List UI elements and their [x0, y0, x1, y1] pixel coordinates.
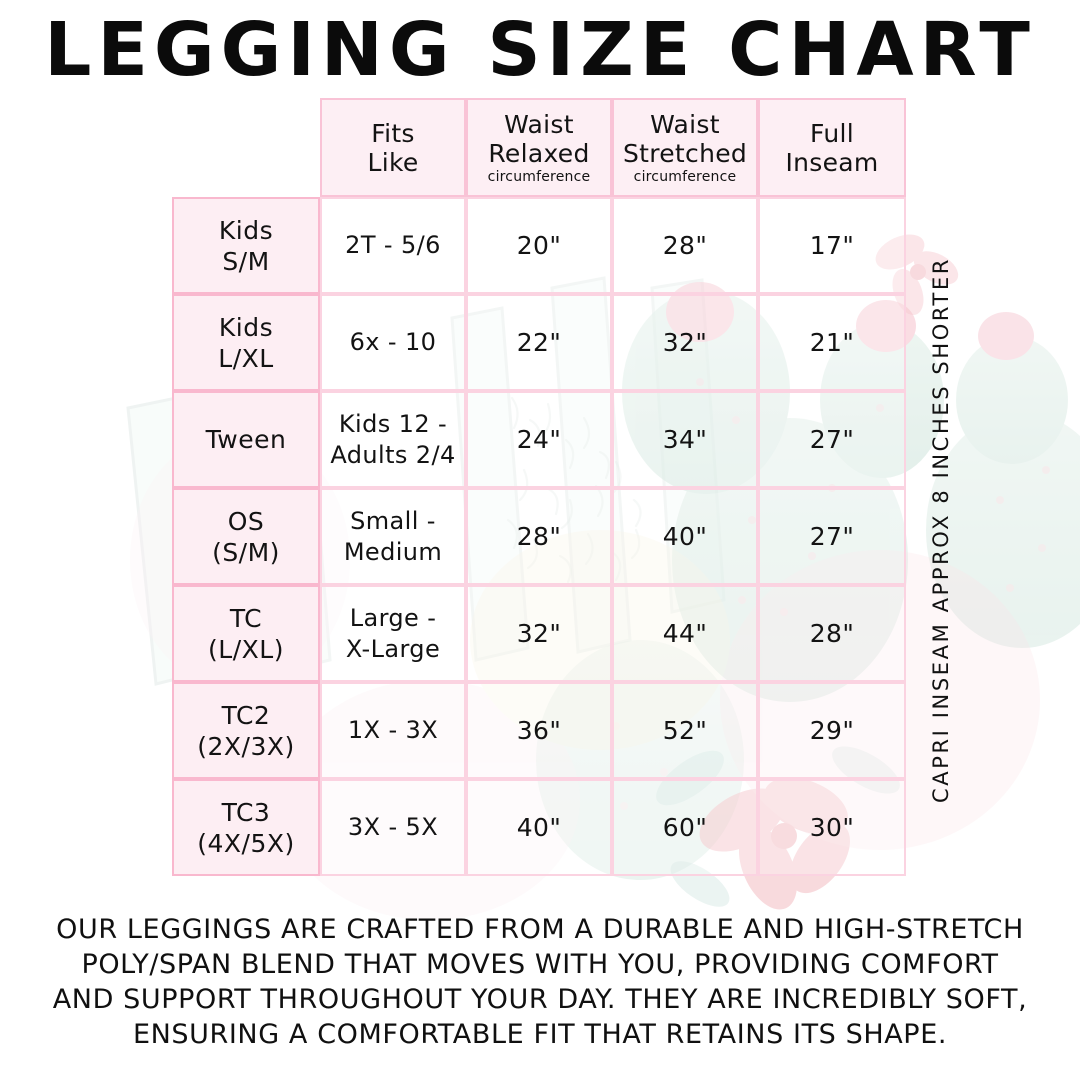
size-line-1: TC2: [221, 700, 271, 730]
footer-line-4: ENSURING A COMFORTABLE FIT THAT RETAINS …: [132, 1019, 948, 1050]
row-size-label: Kids S/M: [172, 197, 320, 294]
size-line-2: S/M: [222, 246, 270, 276]
header-subtext: circumference: [633, 168, 737, 185]
size-line-2: (S/M): [212, 537, 280, 567]
header-line-2: Like: [367, 147, 419, 177]
size-line-2: (4X/5X): [197, 828, 295, 858]
cell-waist-stretched: 60": [612, 779, 758, 876]
row-size-label: OS (S/M): [172, 488, 320, 585]
cell-fits-like: Small - Medium: [320, 488, 466, 585]
fits-line-1: 2T - 5/6: [345, 231, 441, 259]
fits-line-1: 3X - 5X: [347, 813, 439, 841]
size-line-1: Kids: [218, 312, 274, 342]
cell-waist-stretched: 34": [612, 391, 758, 488]
capri-inseam-note-text: CAPRI INSEAM APPROX 8 INCHES SHORTER: [929, 256, 954, 804]
cell-fits-like: 2T - 5/6: [320, 197, 466, 294]
fits-line-2: X-Large: [345, 634, 441, 663]
cell-waist-relaxed: 40": [466, 779, 612, 876]
table-row: TC (L/XL) Large - X-Large 32" 44" 28": [172, 585, 906, 682]
cell-fits-like: 1X - 3X: [320, 682, 466, 779]
footer-description: OUR LEGGINGS ARE CRAFTED FROM A DURABLE …: [30, 912, 1050, 1052]
cell-waist-stretched: 28": [612, 197, 758, 294]
size-line-1: TC3: [221, 797, 271, 827]
cell-fits-like: 6x - 10: [320, 294, 466, 391]
size-line-1: OS: [227, 506, 265, 536]
table-row: Kids S/M 2T - 5/6 20" 28" 17": [172, 197, 906, 294]
row-size-label: TC2 (2X/3X): [172, 682, 320, 779]
cell-waist-relaxed: 36": [466, 682, 612, 779]
cell-fits-like: Kids 12 - Adults 2/4: [320, 391, 466, 488]
page-title: LEGGING SIZE CHART: [44, 7, 1036, 93]
header-line-1: Waist: [504, 109, 574, 139]
table-body: Kids S/M 2T - 5/6 20" 28" 17" Kids L/XL 6x - 10 2…: [172, 197, 906, 876]
fits-line-1: Kids 12 -: [338, 409, 448, 438]
table-row: OS (S/M) Small - Medium 28" 40" 27": [172, 488, 906, 585]
row-size-label: Tween: [172, 391, 320, 488]
size-line-2: (2X/3X): [197, 731, 295, 761]
cell-fits-like: Large - X-Large: [320, 585, 466, 682]
header-line-1: Waist: [650, 109, 720, 139]
cell-waist-relaxed: 28": [466, 488, 612, 585]
cell-waist-relaxed: 24": [466, 391, 612, 488]
footer-line-1: OUR LEGGINGS ARE CRAFTED FROM A DURABLE …: [56, 914, 1024, 945]
cell-full-inseam: 21": [758, 294, 906, 391]
row-size-label: TC3 (4X/5X): [172, 779, 320, 876]
size-line-2: (L/XL): [208, 634, 284, 664]
cell-fits-like: 3X - 5X: [320, 779, 466, 876]
cell-waist-relaxed: 32": [466, 585, 612, 682]
size-line-1: TC: [229, 603, 263, 633]
cell-full-inseam: 29": [758, 682, 906, 779]
table-header: Fits Like Waist Relaxed circumference Wa…: [172, 98, 906, 197]
footer-line-3: AND SUPPORT THROUGHOUT YOUR DAY. THEY AR…: [52, 984, 1028, 1015]
footer-line-2: POLY/SPAN BLEND THAT MOVES WITH YOU, PRO…: [81, 949, 999, 980]
header-line-2: Inseam: [785, 147, 879, 177]
header-subtext: circumference: [487, 168, 591, 185]
size-line-1: Tween: [205, 425, 287, 454]
cell-waist-relaxed: 22": [466, 294, 612, 391]
fits-line-2: Medium: [343, 537, 443, 566]
cell-full-inseam: 27": [758, 391, 906, 488]
cell-waist-stretched: 44": [612, 585, 758, 682]
cell-full-inseam: 28": [758, 585, 906, 682]
table-row: Tween Kids 12 - Adults 2/4 24" 34" 27": [172, 391, 906, 488]
cell-waist-stretched: 32": [612, 294, 758, 391]
header-line-1: Fits: [371, 118, 415, 148]
cell-waist-stretched: 40": [612, 488, 758, 585]
cell-full-inseam: 27": [758, 488, 906, 585]
fits-line-1: Small -: [350, 506, 436, 535]
cell-full-inseam: 30": [758, 779, 906, 876]
cell-waist-stretched: 52": [612, 682, 758, 779]
size-line-1: Kids: [218, 215, 274, 245]
column-header-fits-like: Fits Like: [320, 98, 466, 197]
row-size-label: TC (L/XL): [172, 585, 320, 682]
row-size-label: Kids L/XL: [172, 294, 320, 391]
table-row: TC2 (2X/3X) 1X - 3X 36" 52" 29": [172, 682, 906, 779]
size-line-2: L/XL: [218, 343, 274, 373]
capri-inseam-note: CAPRI INSEAM APPROX 8 INCHES SHORTER: [917, 250, 965, 810]
column-header-full-inseam: Full Inseam: [758, 98, 906, 197]
fits-line-2: Adults 2/4: [330, 440, 456, 469]
fits-line-1: Large -: [349, 603, 437, 632]
column-header-waist-relaxed: Waist Relaxed circumference: [466, 98, 612, 197]
fits-line-1: 6x - 10: [349, 328, 437, 356]
header-line-2: Stretched: [622, 138, 748, 168]
table-row: Kids L/XL 6x - 10 22" 32" 21": [172, 294, 906, 391]
header-line-1: Full: [810, 118, 854, 148]
header-line-2: Relaxed: [488, 138, 590, 168]
header-row: Fits Like Waist Relaxed circumference Wa…: [172, 98, 906, 197]
fits-line-1: 1X - 3X: [347, 716, 439, 744]
cell-full-inseam: 17": [758, 197, 906, 294]
cell-waist-relaxed: 20": [466, 197, 612, 294]
header-corner-blank: [172, 98, 320, 197]
legging-size-chart-table: Fits Like Waist Relaxed circumference Wa…: [172, 98, 906, 876]
column-header-waist-stretched: Waist Stretched circumference: [612, 98, 758, 197]
table-row: TC3 (4X/5X) 3X - 5X 40" 60" 30": [172, 779, 906, 876]
